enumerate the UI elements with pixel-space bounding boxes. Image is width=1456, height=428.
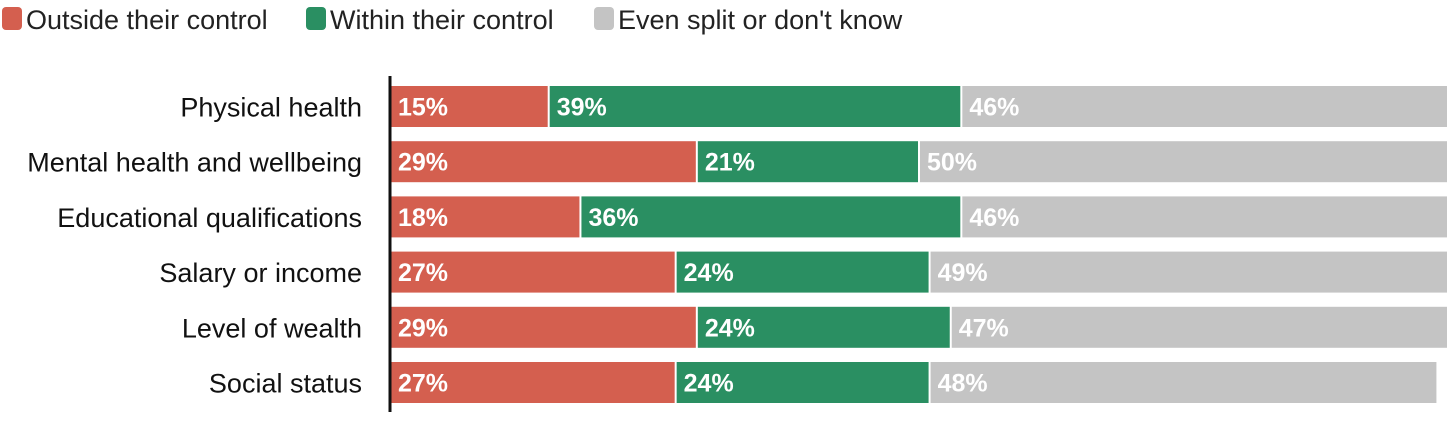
bar-within-their-control-salary-or-income xyxy=(676,251,929,293)
category-label-social-status: Social status xyxy=(209,369,362,399)
value-label-within-their-control-physical-health: 39% xyxy=(557,94,607,122)
category-labels: Physical health Mental health and wellbei… xyxy=(27,93,362,399)
legend-swatch-within-their-control xyxy=(306,7,326,30)
category-label-level-of-wealth: Level of wealth xyxy=(182,313,362,343)
legend: Outside their control Within their contro… xyxy=(2,5,903,35)
category-label-mental-health-and-wellbeing: Mental health and wellbeing xyxy=(27,148,362,178)
value-label-outside-their-control-social-status: 27% xyxy=(398,370,448,398)
legend-swatch-even-split-or-don-t-know xyxy=(594,7,614,30)
value-label-outside-their-control-level-of-wealth: 29% xyxy=(398,314,448,342)
bar-outside-their-control-social-status xyxy=(391,362,675,403)
bar-outside-their-control-educational-qualifications xyxy=(391,196,580,238)
bar-even-split-or-don-t-know-mental-health-and-wellbeing xyxy=(920,141,1447,183)
category-label-physical-health: Physical health xyxy=(180,93,362,123)
value-label-within-their-control-social-status: 24% xyxy=(684,370,734,398)
value-label-outside-their-control-mental-health-and-wellbeing: 29% xyxy=(398,149,448,177)
bar-within-their-control-level-of-wealth xyxy=(697,306,950,348)
bar-within-their-control-educational-qualifications xyxy=(581,196,961,238)
bar-even-split-or-don-t-know-level-of-wealth xyxy=(951,306,1447,348)
legend-swatch-outside-their-control xyxy=(2,7,22,30)
value-label-within-their-control-mental-health-and-wellbeing: 21% xyxy=(705,149,755,177)
category-label-salary-or-income: Salary or income xyxy=(159,258,362,288)
value-label-even-split-or-don-t-know-level-of-wealth: 47% xyxy=(959,314,1009,342)
value-label-even-split-or-don-t-know-salary-or-income: 49% xyxy=(938,259,988,287)
bar-outside-their-control-level-of-wealth xyxy=(391,306,696,348)
value-label-even-split-or-don-t-know-educational-qualifications: 46% xyxy=(969,204,1019,232)
value-label-within-their-control-level-of-wealth: 24% xyxy=(705,314,755,342)
value-label-even-split-or-don-t-know-mental-health-and-wellbeing: 50% xyxy=(927,149,977,177)
bar-outside-their-control-mental-health-and-wellbeing xyxy=(391,141,696,183)
value-label-even-split-or-don-t-know-social-status: 48% xyxy=(938,370,988,398)
bar-within-their-control-physical-health xyxy=(549,86,961,127)
bar-within-their-control-mental-health-and-wellbeing xyxy=(697,141,918,183)
bar-even-split-or-don-t-know-educational-qualifications xyxy=(962,196,1447,238)
bars: 15% 39% 46% 29% 21% 50% 18% 36% 46% 27% 24% 49% 29% 2… xyxy=(391,86,1447,403)
bar-outside-their-control-salary-or-income xyxy=(391,251,675,293)
value-label-within-their-control-educational-qualifications: 36% xyxy=(588,204,638,232)
value-label-within-their-control-salary-or-income: 24% xyxy=(684,259,734,287)
legend-label-even-split-or-don-t-know: Even split or don't know xyxy=(618,5,903,35)
value-label-even-split-or-don-t-know-physical-health: 46% xyxy=(969,94,1019,122)
legend-label-outside-their-control: Outside their control xyxy=(26,5,268,35)
value-label-outside-their-control-educational-qualifications: 18% xyxy=(398,204,448,232)
bar-even-split-or-don-t-know-salary-or-income xyxy=(930,251,1447,293)
legend-label-within-their-control: Within their control xyxy=(330,5,554,35)
bar-even-split-or-don-t-know-physical-health xyxy=(962,86,1447,127)
value-label-outside-their-control-salary-or-income: 27% xyxy=(398,259,448,287)
bar-outside-their-control-physical-health xyxy=(391,86,548,127)
bar-within-their-control-social-status xyxy=(676,362,929,403)
value-label-outside-their-control-physical-health: 15% xyxy=(398,94,448,122)
bar-even-split-or-don-t-know-social-status xyxy=(930,362,1437,403)
category-label-educational-qualifications: Educational qualifications xyxy=(57,203,362,233)
